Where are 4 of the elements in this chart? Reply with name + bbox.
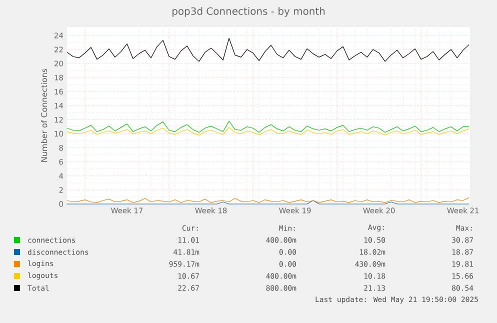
line-series [66, 127, 470, 136]
line-series [66, 38, 470, 62]
chart-title: pop3d Connections - by month [172, 7, 325, 17]
line-series [66, 120, 470, 133]
